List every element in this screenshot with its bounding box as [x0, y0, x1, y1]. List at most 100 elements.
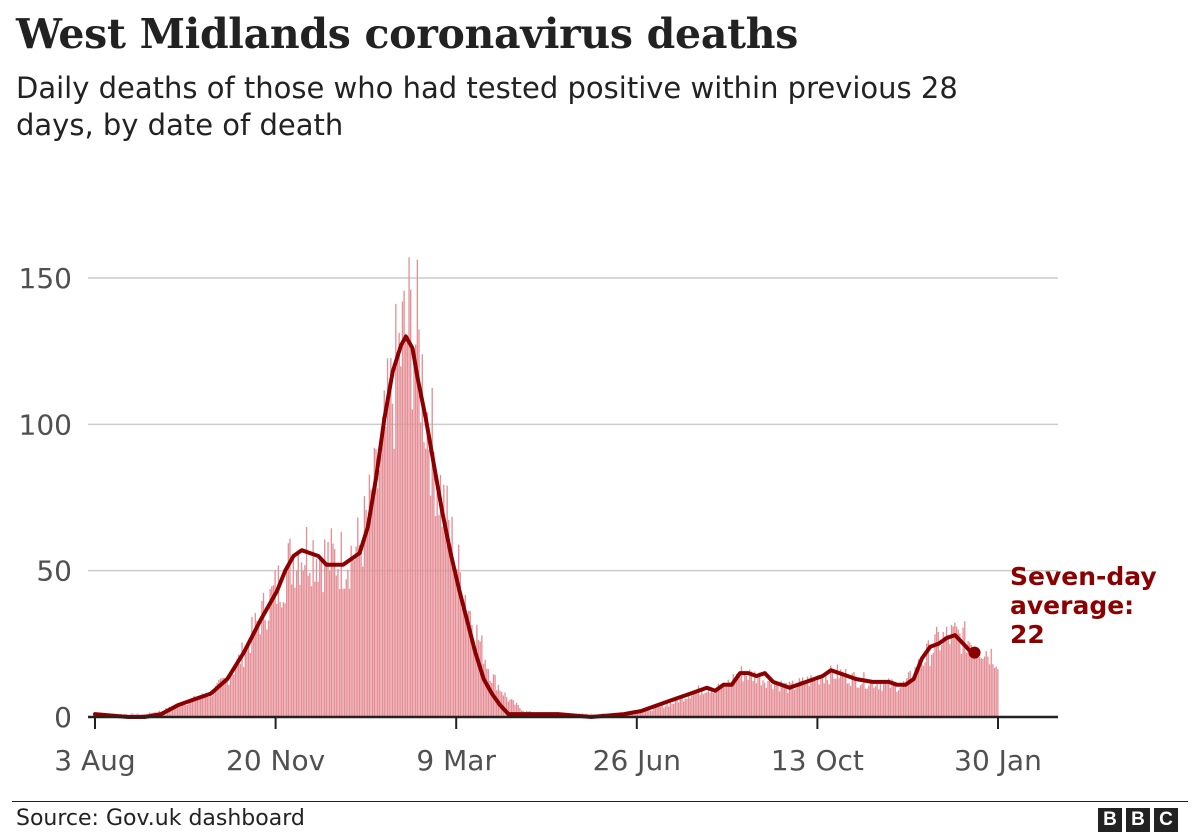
daily-bar	[223, 677, 225, 717]
daily-bar	[238, 654, 240, 717]
daily-bar	[415, 344, 417, 717]
daily-bar	[466, 613, 468, 717]
daily-bar	[424, 448, 427, 717]
daily-bar	[744, 674, 746, 717]
daily-bar	[314, 581, 316, 717]
daily-bar	[348, 588, 351, 717]
daily-bar	[735, 673, 738, 717]
daily-bar	[405, 333, 407, 717]
x-tick-label: 30 Jan	[954, 744, 1042, 777]
daily-bar	[317, 581, 319, 717]
daily-bar	[808, 686, 810, 717]
daily-bar	[211, 696, 213, 717]
daily-bar	[924, 662, 926, 717]
daily-bar	[952, 626, 954, 717]
daily-bar	[410, 289, 412, 717]
daily-bar	[332, 543, 334, 717]
daily-bar	[286, 566, 288, 717]
daily-bar	[355, 546, 357, 717]
daily-bar	[279, 601, 281, 717]
daily-bar	[358, 545, 361, 717]
daily-bar	[439, 475, 442, 717]
daily-bar	[671, 703, 673, 717]
daily-bar	[320, 561, 323, 717]
daily-bar	[200, 697, 202, 717]
daily-bar	[396, 358, 399, 717]
daily-bar	[712, 692, 715, 717]
annotation-line: Seven-day	[1010, 562, 1157, 591]
daily-bar	[833, 678, 835, 717]
daily-bar	[861, 683, 863, 717]
daily-bar	[218, 679, 220, 717]
daily-bar	[411, 409, 414, 717]
daily-bar	[454, 567, 457, 717]
daily-bar	[727, 679, 729, 717]
daily-bar	[363, 496, 366, 717]
bbc-logo: B B C	[1098, 808, 1178, 832]
daily-bar	[725, 686, 728, 717]
daily-bar	[686, 699, 688, 717]
daily-bar	[962, 627, 964, 717]
daily-bar	[267, 620, 270, 717]
daily-bar	[231, 673, 233, 717]
daily-bar	[949, 644, 951, 717]
daily-bar	[843, 676, 845, 717]
annotation-line: 22	[1010, 620, 1045, 649]
daily-bar	[391, 403, 394, 717]
source-note: Source: Gov.uk dashboard	[16, 806, 305, 831]
daily-bar	[305, 527, 308, 717]
daily-bar	[835, 678, 837, 717]
daily-bar	[904, 683, 906, 717]
daily-bar	[487, 669, 490, 717]
daily-bar	[181, 705, 184, 717]
daily-bar	[300, 562, 303, 717]
daily-bar	[310, 586, 313, 717]
daily-bar	[204, 695, 207, 717]
daily-bar	[775, 683, 777, 717]
daily-bar	[656, 706, 658, 717]
daily-bar	[995, 666, 997, 717]
daily-bar	[881, 690, 883, 717]
daily-bar	[337, 568, 339, 717]
daily-bar	[517, 705, 519, 717]
daily-bar	[940, 645, 943, 717]
daily-bar	[388, 395, 390, 717]
daily-bar	[643, 710, 645, 717]
daily-bar	[252, 633, 255, 717]
daily-bar	[476, 624, 478, 717]
daily-bar	[762, 680, 764, 717]
daily-bar	[975, 652, 977, 717]
daily-bar	[911, 680, 913, 717]
daily-bar	[322, 592, 324, 717]
daily-bar	[724, 683, 726, 717]
daily-bar	[749, 669, 751, 717]
daily-bar	[972, 653, 974, 717]
daily-bar	[472, 643, 475, 717]
daily-bar	[390, 358, 392, 717]
daily-bar	[778, 691, 781, 717]
daily-bar	[208, 696, 210, 717]
daily-bar	[840, 669, 842, 717]
daily-bar	[836, 664, 839, 717]
daily-bar	[302, 570, 304, 717]
daily-bar	[922, 665, 925, 717]
daily-bar	[993, 668, 996, 717]
daily-bar	[960, 653, 963, 717]
daily-bar	[653, 707, 655, 717]
daily-bar	[342, 588, 344, 717]
daily-bar	[185, 705, 187, 717]
daily-bar	[815, 681, 817, 717]
daily-bar	[515, 702, 518, 717]
daily-bar	[239, 664, 242, 717]
daily-bar	[907, 672, 910, 717]
daily-bar	[777, 682, 779, 717]
daily-bar	[937, 631, 939, 717]
daily-bar	[330, 528, 332, 717]
daily-bar	[236, 658, 238, 717]
daily-bar	[894, 681, 896, 717]
daily-bar	[673, 703, 675, 717]
daily-bar	[166, 709, 169, 717]
daily-bar	[942, 632, 944, 717]
daily-bar	[295, 570, 298, 717]
daily-bar	[716, 690, 718, 717]
